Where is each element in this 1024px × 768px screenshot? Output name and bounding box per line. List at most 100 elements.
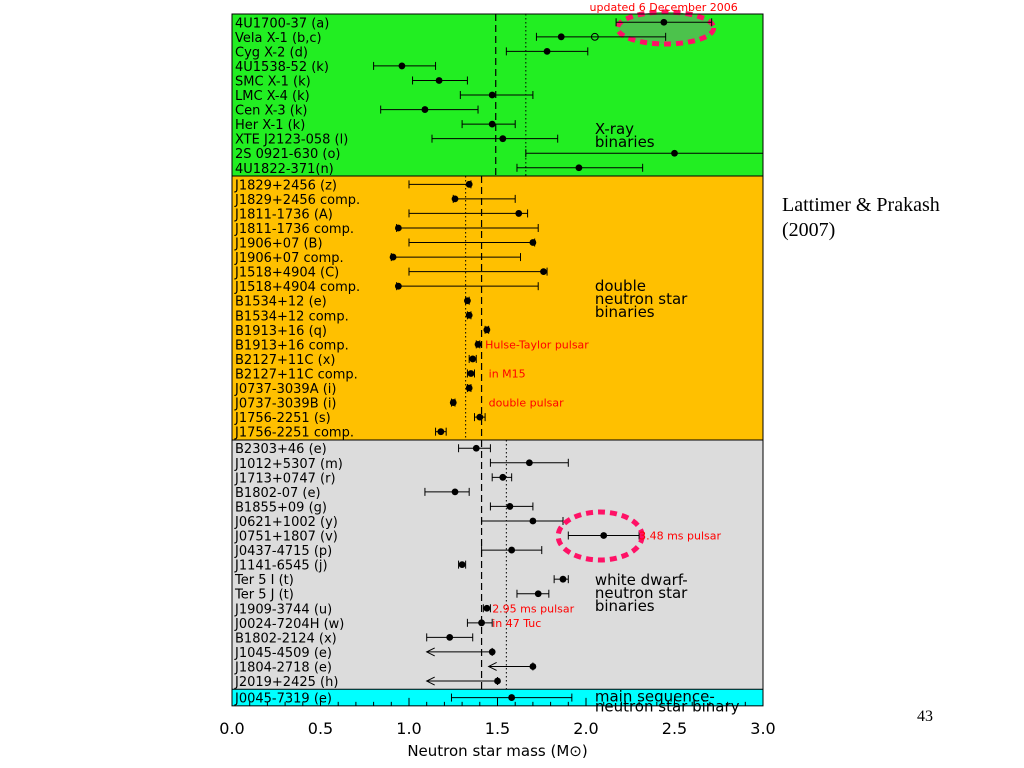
- mass-point: [494, 677, 501, 685]
- mass-point-alt: [590, 32, 599, 41]
- object-label: 4U1700-37 (a): [235, 16, 329, 31]
- mass-point: [467, 370, 475, 377]
- mass-point: [525, 459, 533, 467]
- mass-point: [600, 532, 608, 539]
- object-label: J1906+07 (B): [234, 237, 323, 252]
- object-label: 2S 0921-630 (o): [235, 147, 340, 162]
- group-label-wd: white dwarf-: [595, 571, 688, 589]
- group-label-dns: double: [595, 277, 646, 295]
- object-label: B2303+46 (e): [235, 442, 327, 457]
- x-tick-label: 0.5: [308, 719, 333, 738]
- mass-point: [559, 575, 567, 583]
- object-label: B1802-2124 (x): [235, 631, 337, 646]
- object-label: J1518+4904 (C): [234, 266, 339, 281]
- mass-point: [421, 106, 429, 113]
- mass-point: [508, 546, 516, 554]
- mass-point: [451, 195, 459, 203]
- x-tick-label: 2.0: [573, 719, 598, 738]
- object-label: J1756-2251 comp.: [234, 426, 354, 441]
- mass-point: [488, 91, 496, 99]
- mass-point: [449, 399, 457, 406]
- object-label: J0737-3039A (i): [234, 382, 336, 397]
- mass-point: [483, 604, 491, 612]
- mass-point: [660, 18, 668, 26]
- mass-point: [389, 253, 397, 261]
- mass-point: [458, 561, 466, 569]
- page-number: 43: [917, 708, 933, 725]
- object-label: 4U1822-371(n): [235, 162, 334, 177]
- x-tick-label: 3.0: [750, 719, 775, 738]
- annotation: updated 6 December 2006: [590, 1, 738, 14]
- mass-point: [488, 648, 496, 656]
- error-arrow-left: [425, 676, 435, 686]
- mass-point: [671, 149, 678, 157]
- mass-point: [394, 282, 402, 290]
- mass-point: [506, 503, 514, 510]
- object-label: 4U1538-52 (k): [235, 60, 329, 75]
- object-label: B1913+16 comp.: [235, 338, 349, 353]
- mass-point: [451, 488, 459, 496]
- group-label-dns: binaries: [595, 303, 655, 321]
- object-label: Her X-1 (k): [235, 118, 305, 133]
- x-tick-label: 0.0: [219, 719, 244, 738]
- group-label-xray: X-ray: [595, 120, 634, 138]
- annotation: 3.48 ms pulsar: [639, 530, 721, 543]
- object-label: J1906+07 comp.: [234, 251, 344, 266]
- object-label: B1855+09 (g): [235, 500, 327, 515]
- mass-point: [508, 694, 516, 701]
- object-label: Cyg X-2 (d): [235, 45, 308, 60]
- mass-point: [557, 33, 565, 41]
- citation-line-2: (2007): [782, 219, 836, 241]
- object-label: J1829+2456 (z): [234, 178, 337, 193]
- object-label: J1909-3744 (u): [234, 602, 332, 617]
- object-label: LMC X-4 (k): [235, 89, 310, 104]
- group-label-ms: main sequence-: [595, 687, 715, 705]
- mass-point: [465, 180, 473, 188]
- mass-point: [435, 77, 443, 84]
- object-label: B2127+11C (x): [235, 353, 335, 368]
- group-label-xray: binaries: [595, 133, 655, 151]
- mass-point: [437, 428, 445, 436]
- x-tick-label: 2.5: [662, 719, 687, 738]
- x-axis-label: Neutron star mass (M⊙): [407, 742, 587, 760]
- highlight-ellipse-pulsar: [555, 509, 645, 563]
- mass-point: [483, 326, 491, 334]
- mass-point: [464, 297, 471, 305]
- annotation: Hulse-Taylor pulsar: [485, 338, 589, 351]
- object-label: J1045-4509 (e): [234, 646, 332, 661]
- object-label: J0621+1002 (y): [234, 515, 338, 530]
- mass-point: [515, 210, 523, 217]
- annotation: 2.95 ms pulsar: [492, 602, 574, 615]
- annotation: double pulsar: [489, 397, 564, 410]
- mass-point: [465, 311, 473, 319]
- group-band-dns: [232, 176, 763, 440]
- object-label: J2019+2425 (h): [234, 675, 338, 690]
- x-tick-label: 1.5: [485, 719, 510, 738]
- object-label: J1012+5307 (m): [234, 457, 343, 472]
- object-label: B2127+11C comp.: [235, 367, 358, 382]
- object-label: J0751+1807 (v): [234, 530, 338, 545]
- mass-point: [474, 340, 482, 348]
- error-arrow-left: [425, 647, 435, 657]
- highlight-ellipse-xray: [615, 9, 717, 47]
- object-label: J1518+4904 comp.: [234, 280, 360, 295]
- object-label: Cen X-3 (k): [235, 104, 307, 119]
- object-label: XTE J2123-058 (l): [235, 133, 348, 148]
- object-label: J1811-1736 (A): [234, 207, 333, 222]
- mass-point: [394, 224, 402, 232]
- object-label: J0045-7319 (e): [234, 692, 332, 707]
- annotation: in 47 Tuc: [492, 617, 541, 630]
- citation: Lattimer & Prakash (2007): [782, 193, 940, 243]
- object-label: B1802-07 (e): [235, 486, 321, 501]
- object-label: Ter 5 I (t): [234, 573, 294, 588]
- object-label: B1534+12 comp.: [235, 309, 349, 324]
- mass-point: [529, 239, 537, 246]
- object-label: B1913+16 (q): [235, 324, 327, 339]
- object-label: J0737-3039B (i): [234, 397, 337, 412]
- object-label: J1829+2456 comp.: [234, 193, 360, 208]
- mass-point: [469, 355, 477, 363]
- x-tick-label: 1.0: [396, 719, 421, 738]
- annotation: in M15: [489, 367, 526, 380]
- mass-point: [446, 633, 454, 641]
